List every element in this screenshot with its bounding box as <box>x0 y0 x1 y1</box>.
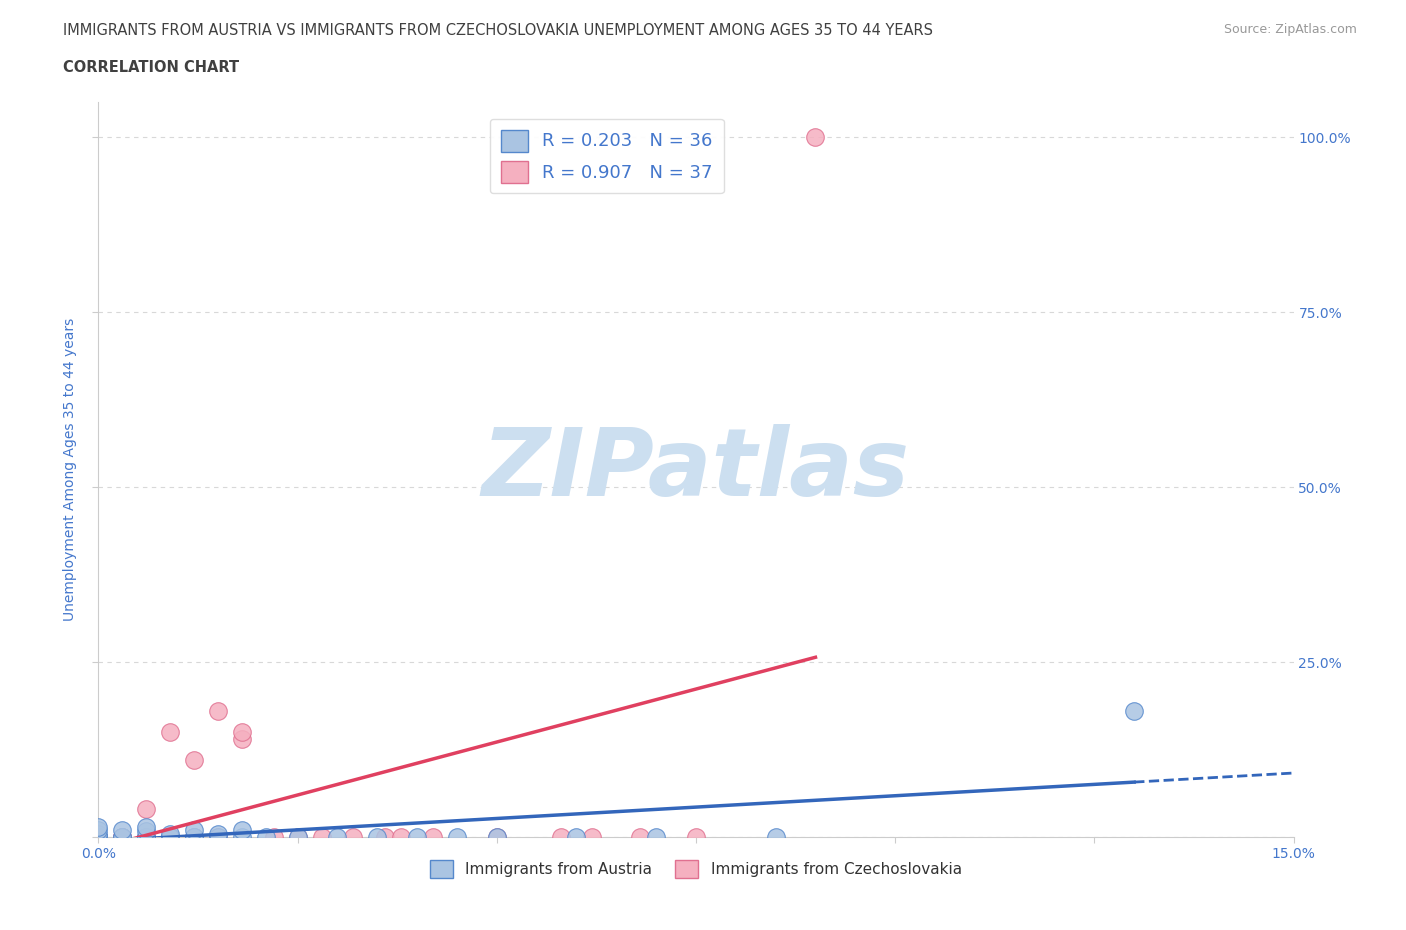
Point <box>135 830 157 844</box>
Point <box>87 830 110 844</box>
Point <box>87 830 110 844</box>
Point <box>111 830 134 844</box>
Point <box>231 732 253 747</box>
Legend: Immigrants from Austria, Immigrants from Czechoslovakia: Immigrants from Austria, Immigrants from… <box>425 854 967 884</box>
Point <box>406 830 429 844</box>
Point <box>231 822 253 837</box>
Point <box>183 830 205 844</box>
Point <box>135 830 157 844</box>
Text: ZIPatlas: ZIPatlas <box>482 424 910 515</box>
Point <box>342 830 364 844</box>
Point <box>159 830 181 844</box>
Point <box>87 830 110 844</box>
Point <box>366 830 388 844</box>
Point <box>485 830 508 844</box>
Point <box>231 724 253 739</box>
Point <box>111 830 134 844</box>
Point <box>446 830 468 844</box>
Point <box>159 830 181 844</box>
Point <box>183 822 205 837</box>
Point <box>311 830 333 844</box>
Point <box>87 830 110 844</box>
Y-axis label: Unemployment Among Ages 35 to 44 years: Unemployment Among Ages 35 to 44 years <box>63 318 77 621</box>
Point <box>287 830 309 844</box>
Text: Source: ZipAtlas.com: Source: ZipAtlas.com <box>1223 23 1357 36</box>
Text: IMMIGRANTS FROM AUSTRIA VS IMMIGRANTS FROM CZECHOSLOVAKIA UNEMPLOYMENT AMONG AGE: IMMIGRANTS FROM AUSTRIA VS IMMIGRANTS FR… <box>63 23 934 38</box>
Point <box>550 830 572 844</box>
Point <box>389 830 412 844</box>
Point <box>87 830 110 844</box>
Point <box>111 830 134 844</box>
Point <box>565 830 588 844</box>
Point <box>326 830 349 844</box>
Point <box>628 830 651 844</box>
Point <box>87 830 110 844</box>
Point <box>159 826 181 841</box>
Point <box>159 724 181 739</box>
Point <box>231 830 253 844</box>
Text: CORRELATION CHART: CORRELATION CHART <box>63 60 239 75</box>
Point <box>87 830 110 844</box>
Point <box>87 826 110 841</box>
Point <box>135 830 157 844</box>
Point <box>183 830 205 844</box>
Point <box>207 826 229 841</box>
Point <box>207 830 229 844</box>
Point <box>485 830 508 844</box>
Point <box>87 822 110 837</box>
Point <box>374 830 396 844</box>
Point <box>111 830 134 844</box>
Point <box>685 830 707 844</box>
Point <box>422 830 444 844</box>
Point <box>135 819 157 834</box>
Point <box>581 830 603 844</box>
Point <box>87 830 110 844</box>
Point <box>135 824 157 839</box>
Point <box>111 822 134 837</box>
Point <box>287 830 309 844</box>
Point <box>135 802 157 817</box>
Point <box>183 830 205 844</box>
Point <box>183 830 205 844</box>
Point <box>87 830 110 844</box>
Point <box>87 830 110 844</box>
Point <box>765 830 787 844</box>
Point <box>207 704 229 719</box>
Point <box>254 830 277 844</box>
Point <box>159 830 181 844</box>
Point <box>804 130 827 145</box>
Point <box>87 830 110 844</box>
Point <box>111 830 134 844</box>
Point <box>111 830 134 844</box>
Point <box>207 830 229 844</box>
Point <box>87 830 110 844</box>
Point <box>645 830 668 844</box>
Point <box>87 830 110 844</box>
Point <box>263 830 285 844</box>
Point <box>135 830 157 844</box>
Point <box>183 752 205 767</box>
Point <box>87 819 110 834</box>
Point <box>1123 704 1146 719</box>
